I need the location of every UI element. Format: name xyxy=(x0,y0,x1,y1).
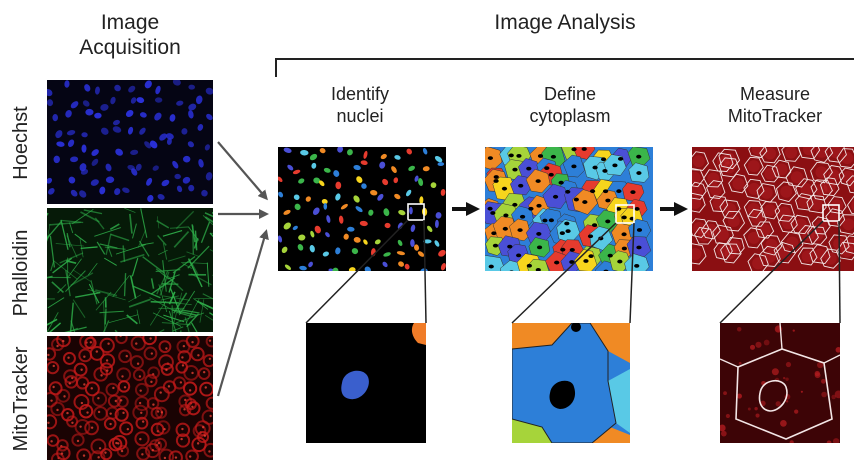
arrow-hoechst xyxy=(217,141,268,201)
cytoplasm-segmentation-image xyxy=(485,147,653,271)
step3-line2: MitoTracker xyxy=(727,106,823,126)
phalloidin-image xyxy=(47,208,213,332)
step2-line1: Define xyxy=(543,84,597,104)
zoom-box-nuclei xyxy=(407,203,425,221)
cytoplasm-zoom-image xyxy=(512,323,630,443)
hoechst-image xyxy=(47,80,213,204)
step1-line1: Identify xyxy=(330,84,390,104)
acquisition-header: Image Acquisition xyxy=(30,10,230,60)
arrow-mitotracker xyxy=(216,229,269,397)
step3-line1: Measure xyxy=(739,84,811,104)
step-identify-nuclei-title: Identify nuclei xyxy=(290,83,430,127)
acquisition-header-line2: Acquisition xyxy=(79,36,181,59)
mitotracker-image xyxy=(47,336,213,460)
identified-nuclei-image xyxy=(278,147,446,271)
step-measure-mitotracker-title: Measure MitoTracker xyxy=(700,83,850,127)
zoom-box-measure xyxy=(822,204,840,222)
step2-line2: cytoplasm xyxy=(529,106,611,126)
zoom-box-cytoplasm xyxy=(615,204,635,224)
step-define-cytoplasm-title: Define cytoplasm xyxy=(500,83,640,127)
step1-line2: nuclei xyxy=(336,106,384,126)
analysis-header: Image Analysis xyxy=(494,11,636,34)
acquisition-header-line1: Image xyxy=(100,11,160,34)
analysis-bracket xyxy=(275,58,854,77)
nucleus-zoom-image xyxy=(306,323,426,443)
mitotracker-measure-image xyxy=(692,147,854,271)
mitotracker-zoom-image xyxy=(720,323,840,443)
